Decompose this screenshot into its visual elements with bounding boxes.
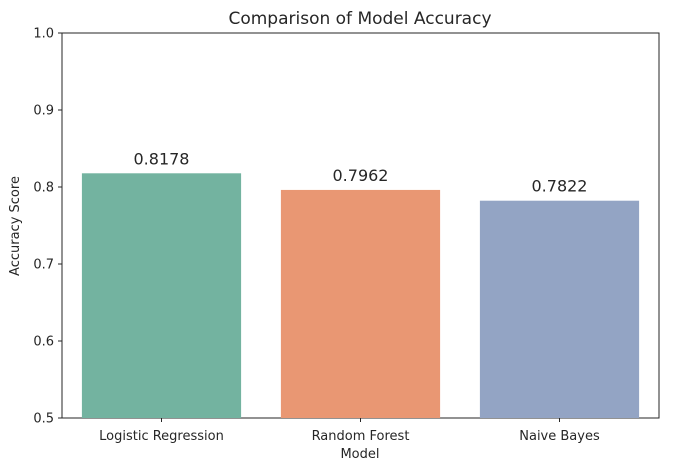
- y-tick-label: 0.7: [33, 258, 54, 273]
- y-axis: 0.5 0.6 0.7 0.8 0.9 1.0: [33, 27, 62, 427]
- bar-value-label: 0.7822: [532, 177, 588, 196]
- bars-group: 0.8178 0.7962 0.7822: [81, 149, 640, 418]
- y-tick-label: 0.8: [33, 181, 54, 196]
- x-tick-label: Random Forest: [312, 429, 410, 444]
- chart-title: Comparison of Model Accuracy: [228, 9, 491, 29]
- bar-value-label: 0.7962: [333, 166, 389, 185]
- bar: [280, 189, 441, 418]
- y-tick-label: 0.5: [33, 412, 54, 427]
- y-axis-label: Accuracy Score: [8, 176, 23, 276]
- x-axis-label: Model: [340, 447, 379, 462]
- bar-value-label: 0.8178: [134, 149, 190, 168]
- bar: [479, 200, 640, 418]
- y-tick-label: 0.9: [33, 104, 54, 119]
- x-tick-label: Naive Bayes: [519, 429, 600, 444]
- x-axis: Logistic Regression Random Forest Naive Ba…: [99, 418, 600, 444]
- y-tick-label: 1.0: [33, 27, 54, 42]
- bar: [81, 173, 242, 418]
- x-tick-label: Logistic Regression: [99, 429, 224, 444]
- y-tick-label: 0.6: [33, 335, 54, 350]
